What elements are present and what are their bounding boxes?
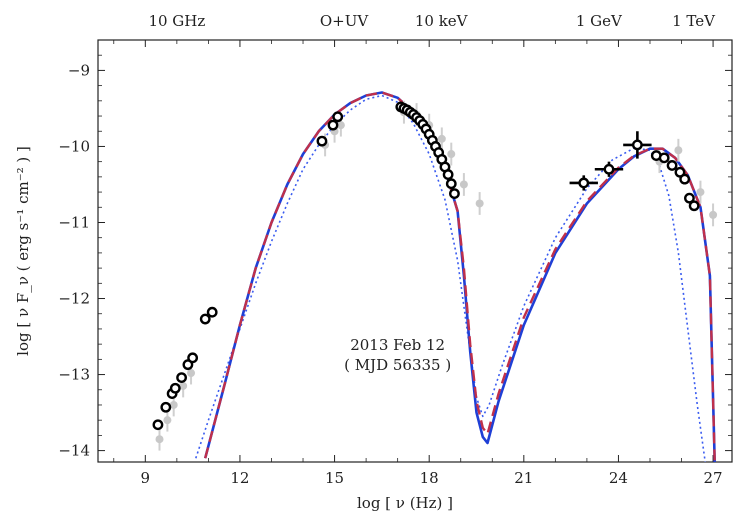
black-point (187, 352, 199, 364)
black-point (152, 419, 164, 431)
y-tick-label: −11 (58, 213, 90, 231)
x-axis-title: log [ ν (Hz) ] (357, 494, 453, 512)
top-label: 1 GeV (576, 12, 623, 30)
grey-point (459, 180, 468, 189)
black-point (445, 178, 457, 190)
x-tick-label: 21 (514, 469, 533, 487)
black-point (631, 139, 643, 151)
black-observed-points (152, 101, 700, 431)
annotation-line: 2013 Feb 12 (350, 336, 445, 354)
axis-titles: log [ ν (Hz) ] log [ ν F_ν ( erg s⁻¹ cm⁻²… (14, 146, 453, 512)
top-label: 10 GHz (148, 12, 205, 30)
y-tick-label: −13 (58, 366, 90, 384)
y-tick-label: −9 (68, 61, 90, 79)
grey-point (155, 435, 164, 444)
x-tick-label: 15 (325, 469, 344, 487)
grey-point (709, 210, 718, 219)
grey-point (169, 400, 178, 409)
top-label: 1 TeV (672, 12, 716, 30)
x-tick-label: 24 (609, 469, 628, 487)
x-tick-label: 12 (230, 469, 249, 487)
plot-frame (97, 39, 733, 463)
black-point (332, 111, 344, 123)
grey-point (437, 134, 446, 143)
black-point (603, 163, 615, 175)
black-point (658, 152, 670, 164)
grey-point (447, 150, 456, 159)
black-point (666, 160, 678, 171)
grey-point (674, 146, 683, 155)
model-dotted-curve (195, 94, 706, 462)
grey-point (179, 381, 188, 390)
black-point (176, 372, 187, 383)
y-tick-label: −12 (58, 290, 90, 308)
top-label: 10 keV (415, 12, 469, 30)
x-tick-label: 9 (141, 469, 151, 487)
black-point (674, 166, 686, 178)
black-point (160, 401, 172, 413)
x-tick-label: 27 (704, 469, 723, 487)
black-point (169, 382, 181, 394)
black-point (449, 188, 460, 199)
annotation-line: ( MJD 56335 ) (344, 356, 451, 374)
y-tick-label: −14 (58, 442, 90, 460)
grey-point (163, 416, 172, 425)
grey-point (336, 121, 345, 130)
black-point (679, 173, 691, 185)
y-tick-label: −10 (58, 137, 90, 155)
x-tick-label: 18 (420, 469, 439, 487)
black-point (327, 119, 339, 131)
model-dashed-curve (204, 91, 716, 462)
grey-point (475, 199, 484, 208)
black-point (684, 192, 695, 204)
date-annotation: 2013 Feb 12 ( MJD 56335 ) (344, 336, 451, 374)
top-label: O+UV (320, 12, 370, 30)
axis-ticks: 9 12 15 18 21 24 27 −14 −13 −12 −11 −10 −9 (58, 40, 732, 487)
black-point (688, 200, 700, 212)
black-point (199, 313, 211, 325)
model-curves (195, 91, 716, 462)
black-point (316, 135, 328, 147)
grey-point (696, 188, 705, 197)
y-axis-title: log [ ν F_ν ( erg s⁻¹ cm⁻² ) ] (14, 146, 32, 356)
grey-point (187, 369, 196, 378)
black-point (182, 359, 194, 371)
black-point (206, 306, 218, 318)
black-point (442, 169, 454, 180)
top-frequency-labels: 10 GHz O+UV 10 keV 1 GeV 1 TeV (148, 12, 716, 30)
black-point (578, 177, 590, 189)
